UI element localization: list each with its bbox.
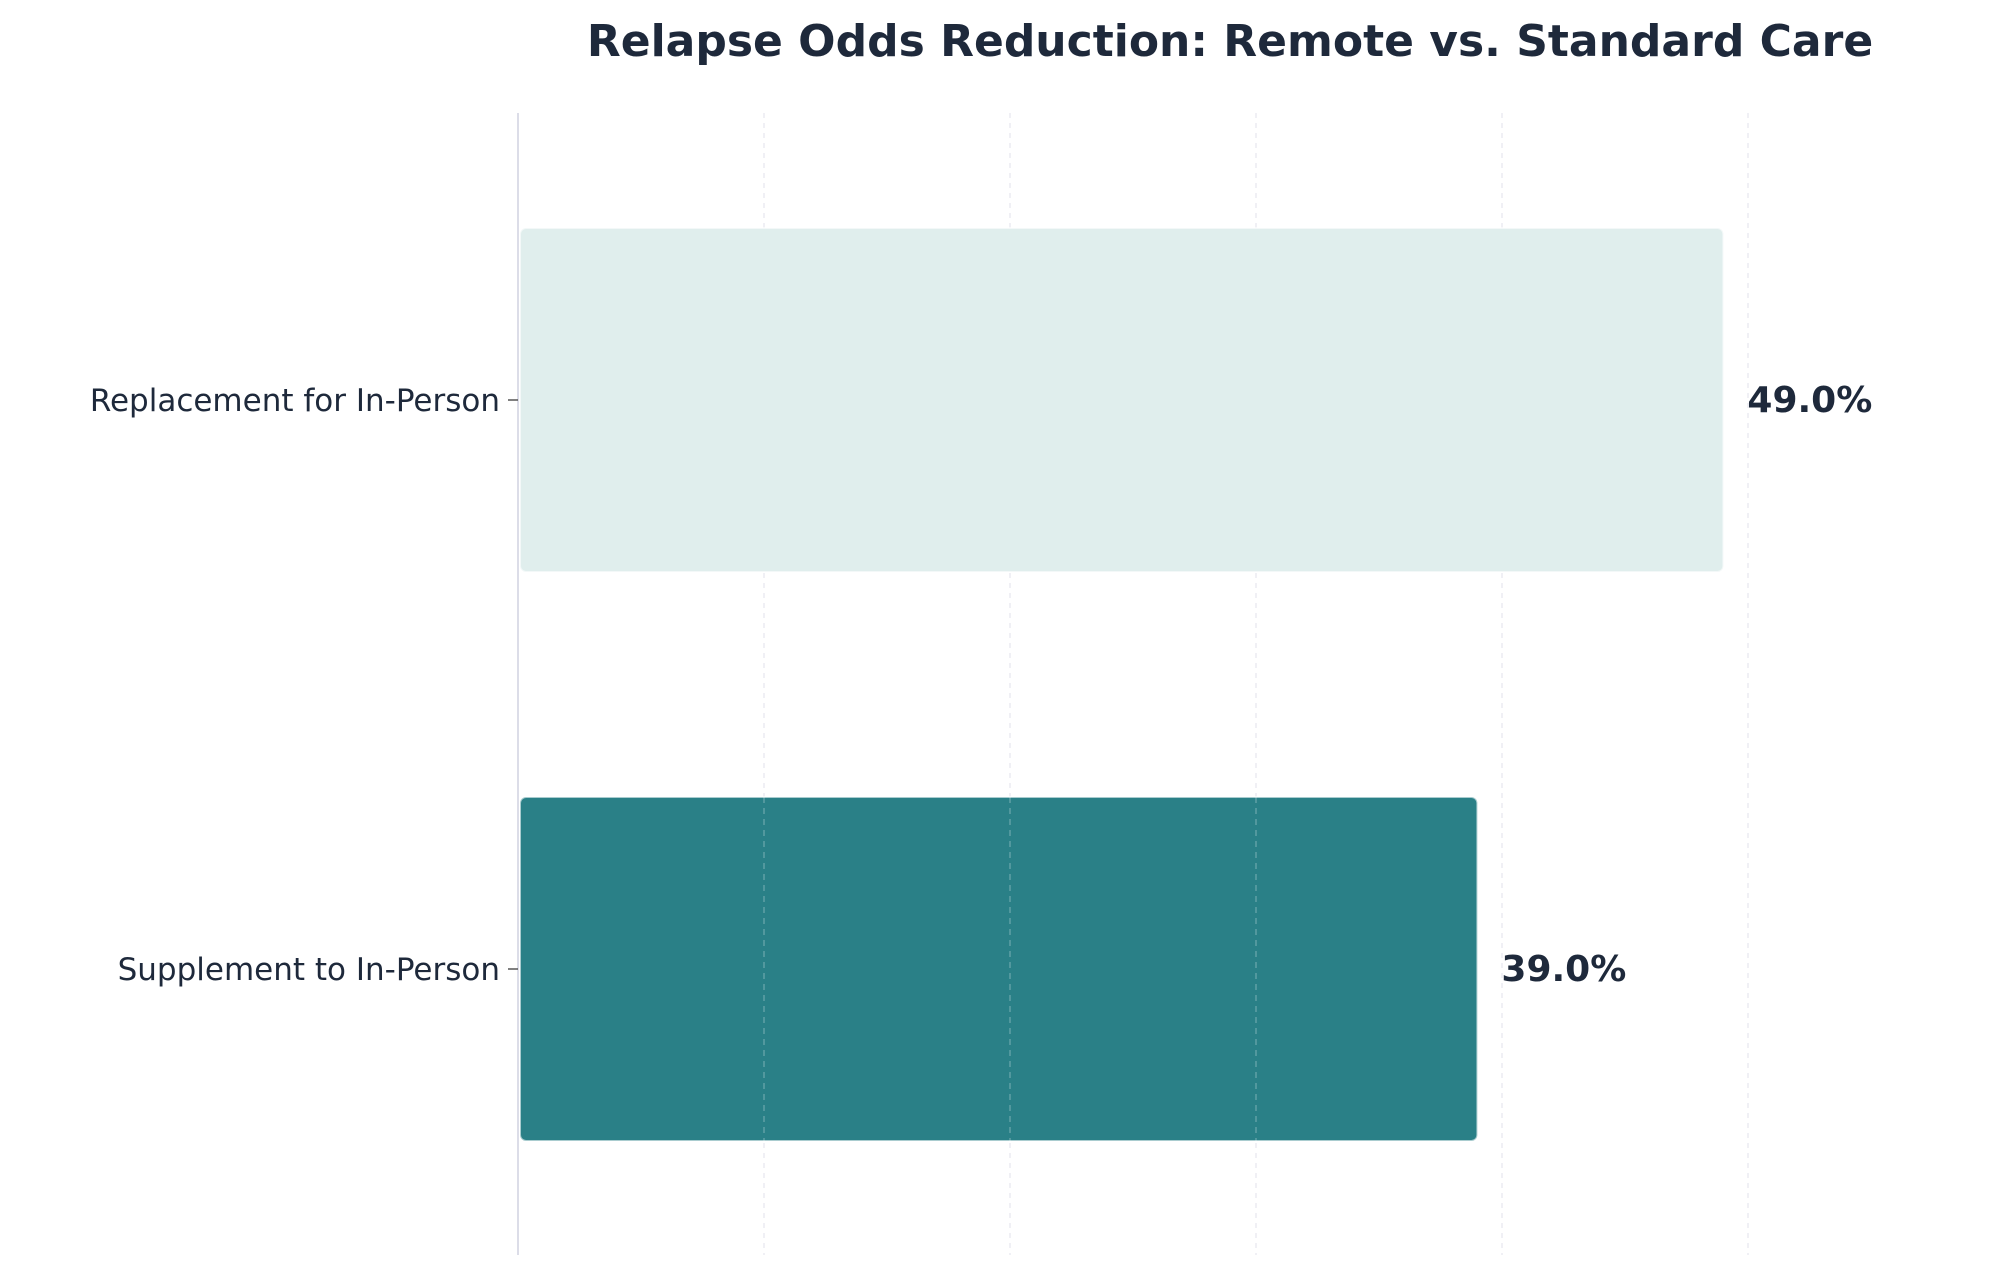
bar-overlay-gridlines bbox=[763, 797, 1257, 1141]
value-label-1: 49.0% bbox=[1747, 380, 1872, 421]
value-label-2: 39.0% bbox=[1501, 949, 1626, 990]
bars bbox=[519, 227, 1725, 1142]
y-tick-label-2: Supplement to In-Person bbox=[118, 952, 500, 988]
bar-2 bbox=[519, 796, 1479, 1142]
y-tick-label-1: Replacement for In-Person bbox=[90, 383, 500, 419]
chart-title: Relapse Odds Reduction: Remote vs. Stand… bbox=[587, 16, 1873, 67]
labels: Replacement for In-Person 49.0% Supplement… bbox=[90, 380, 1872, 990]
bar-1 bbox=[519, 227, 1725, 573]
